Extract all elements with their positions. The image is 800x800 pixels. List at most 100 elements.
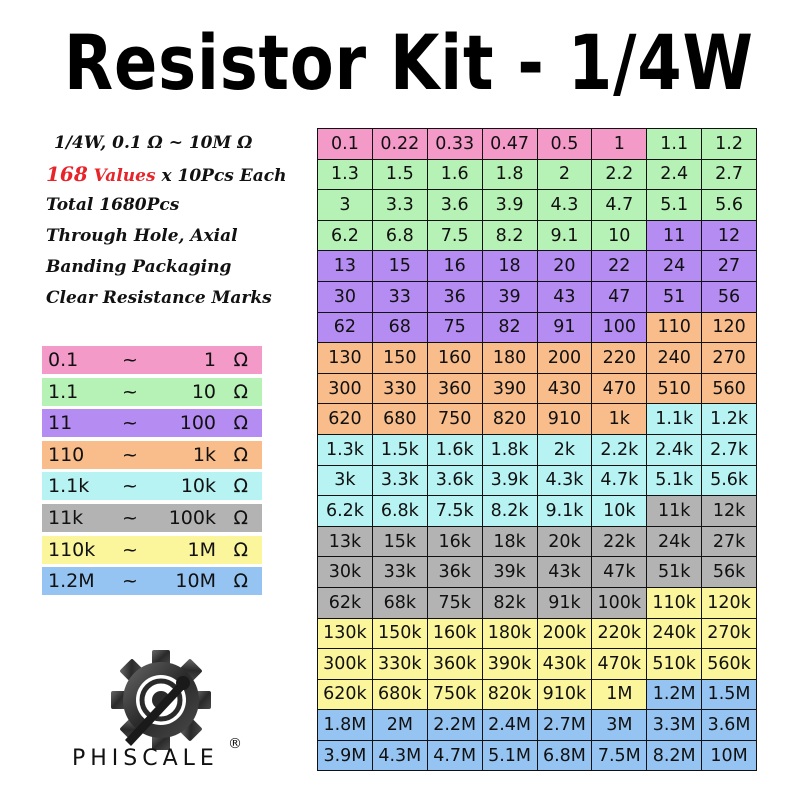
grid-cell: 20 bbox=[536, 250, 593, 282]
grid-row: 3 3.3 3.6 3.9 4.3 4.7 5.1 5.6 bbox=[317, 189, 757, 221]
grid-cell: 200k bbox=[536, 617, 593, 650]
grid-cell: 3.9 bbox=[481, 189, 538, 221]
grid-cell: 6.8 bbox=[371, 219, 428, 252]
grid-cell: 750k bbox=[426, 678, 483, 711]
grid-row: 30 33 36 39 43 47 51 56 bbox=[317, 280, 757, 313]
grid-cell: 91k bbox=[536, 586, 593, 619]
legend-row: 110k ~1M Ω bbox=[42, 535, 262, 564]
legend-high: 100k bbox=[168, 506, 216, 529]
spec-values: 168 Values x 10Pcs Each bbox=[46, 159, 316, 190]
grid-cell: 330k bbox=[371, 648, 428, 680]
grid-cell: 11k bbox=[646, 495, 703, 527]
grid-row: 1.8M 2M 2.2M 2.4M 2.7M 3M 3.3M 3.6M bbox=[317, 709, 757, 741]
grid-cell: 160 bbox=[426, 342, 483, 374]
grid-row: 3k 3.3k 3.6k 3.9k 4.3k 4.7k 5.1k 5.6k bbox=[317, 464, 757, 497]
grid-cell: 2.7 bbox=[701, 158, 757, 191]
grid-cell: 5.1k bbox=[646, 464, 703, 497]
grid-cell: 330 bbox=[371, 372, 428, 405]
grid-cell: 0.47 bbox=[481, 128, 538, 160]
grid-cell: 3.9k bbox=[481, 464, 538, 497]
legend-unit: Ω bbox=[233, 475, 248, 498]
legend-high: 100 bbox=[179, 412, 216, 435]
color-legend: 0.1 ~1 Ω 1.1 ~10 Ω 11 ~100 Ω 110 ~1k Ω 1.1k ~10k Ω 11k ~… bbox=[42, 346, 262, 599]
grid-row: 62k 68k 75k 82k 91k 100k 110k 120k bbox=[317, 586, 757, 619]
grid-cell: 3.6 bbox=[426, 189, 483, 221]
legend-low: 1.1 bbox=[48, 380, 79, 403]
grid-cell: 510k bbox=[646, 648, 703, 680]
grid-cell: 36 bbox=[426, 280, 483, 313]
grid-cell: 1.5M bbox=[701, 678, 757, 711]
spec-mount: Through Hole, Axial bbox=[46, 226, 238, 246]
spec-power-range: 1/4W, 0.1 Ω ~ 10M Ω bbox=[54, 133, 253, 153]
grid-cell: 910k bbox=[536, 678, 593, 711]
grid-cell: 2.2 bbox=[591, 158, 648, 191]
grid-cell: 1.2M bbox=[646, 678, 703, 711]
grid-cell: 110k bbox=[646, 586, 703, 619]
grid-cell: 120k bbox=[701, 586, 757, 619]
grid-cell: 160k bbox=[426, 617, 483, 650]
registered-mark: ® bbox=[228, 736, 242, 752]
grid-row: 0.1 0.22 0.33 0.47 0.5 1 1.1 1.2 bbox=[317, 128, 757, 160]
grid-cell: 39k bbox=[481, 556, 538, 588]
grid-cell: 1.5 bbox=[371, 158, 428, 191]
grid-cell: 8.2 bbox=[481, 219, 538, 252]
grid-cell: 1.8 bbox=[481, 158, 538, 191]
legend-high: 1M bbox=[187, 538, 216, 561]
grid-cell: 3.6k bbox=[426, 464, 483, 497]
grid-row: 30k 33k 36k 39k 43k 47k 51k 56k bbox=[317, 556, 757, 588]
legend-low: 11 bbox=[48, 412, 73, 435]
legend-row: 11k ~100k Ω bbox=[42, 503, 262, 532]
grid-cell: 24k bbox=[646, 525, 703, 558]
grid-row: 130k 150k 160k 180k 200k 220k 240k 270k bbox=[317, 617, 757, 650]
grid-cell: 4.7 bbox=[591, 189, 648, 221]
grid-cell: 360k bbox=[426, 648, 483, 680]
grid-cell: 510 bbox=[646, 372, 703, 405]
grid-cell: 2.4 bbox=[646, 158, 703, 191]
grid-cell: 240 bbox=[646, 342, 703, 374]
grid-row: 3.9M 4.3M 4.7M 5.1M 6.8M 7.5M 8.2M 10M bbox=[317, 739, 757, 772]
spec-values-word: Values bbox=[93, 166, 156, 186]
legend-low: 1.2M bbox=[48, 570, 95, 593]
grid-cell: 75k bbox=[426, 586, 483, 619]
grid-cell: 2.4k bbox=[646, 433, 703, 466]
grid-cell: 2k bbox=[536, 433, 593, 466]
grid-cell: 9.1 bbox=[536, 219, 593, 252]
grid-cell: 1.6k bbox=[426, 433, 483, 466]
grid-cell: 0.33 bbox=[426, 128, 483, 160]
grid-cell: 430k bbox=[536, 648, 593, 680]
grid-cell: 7.5 bbox=[426, 219, 483, 252]
grid-cell: 180 bbox=[481, 342, 538, 374]
legend-separator: ~ bbox=[122, 570, 138, 593]
grid-cell: 1.1k bbox=[646, 403, 703, 435]
legend-separator: ~ bbox=[122, 443, 138, 466]
grid-cell: 1 bbox=[591, 128, 648, 160]
grid-cell: 10k bbox=[591, 495, 648, 527]
grid-cell: 620k bbox=[317, 678, 373, 711]
grid-cell: 18 bbox=[481, 250, 538, 282]
grid-cell: 0.5 bbox=[536, 128, 593, 160]
legend-high: 10 bbox=[191, 380, 216, 403]
spec-packaging: Banding Packaging bbox=[46, 257, 232, 277]
grid-cell: 3M bbox=[591, 709, 648, 741]
grid-cell: 20k bbox=[536, 525, 593, 558]
grid-row: 13 15 16 18 20 22 24 27 bbox=[317, 250, 757, 282]
grid-cell: 560k bbox=[701, 648, 757, 680]
grid-cell: 2.7M bbox=[536, 709, 593, 741]
grid-cell: 91 bbox=[536, 311, 593, 344]
grid-cell: 150 bbox=[371, 342, 428, 374]
grid-cell: 100k bbox=[591, 586, 648, 619]
grid-cell: 56 bbox=[701, 280, 757, 313]
grid-row: 1.3 1.5 1.6 1.8 2 2.2 2.4 2.7 bbox=[317, 158, 757, 191]
resistor-value-grid: 0.1 0.22 0.33 0.47 0.5 1 1.1 1.2 1.3 1.5 1.6 1.8 2 2.… bbox=[317, 128, 757, 772]
grid-cell: 1M bbox=[591, 678, 648, 711]
grid-cell: 13 bbox=[317, 250, 373, 282]
grid-cell: 120 bbox=[701, 311, 757, 344]
grid-cell: 22 bbox=[591, 250, 648, 282]
grid-cell: 430 bbox=[536, 372, 593, 405]
grid-cell: 39 bbox=[481, 280, 538, 313]
grid-cell: 180k bbox=[481, 617, 538, 650]
grid-cell: 5.6 bbox=[701, 189, 757, 221]
grid-cell: 18k bbox=[481, 525, 538, 558]
grid-cell: 7.5M bbox=[591, 739, 648, 772]
grid-cell: 8.2k bbox=[481, 495, 538, 527]
